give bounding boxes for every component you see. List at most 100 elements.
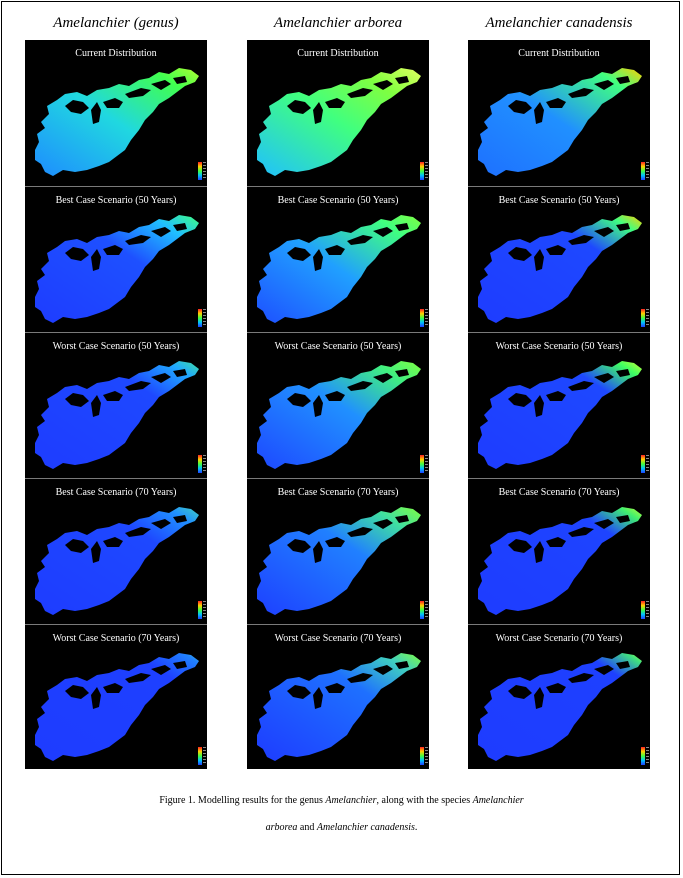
- legend-ticks: [425, 601, 428, 619]
- lake-shape: [546, 391, 566, 401]
- lake-shape: [313, 541, 323, 563]
- legend-ticks: [425, 455, 428, 473]
- land-area: [35, 361, 199, 469]
- lake-shape: [287, 100, 311, 114]
- lake-shape: [125, 88, 151, 98]
- caption-species2: Amelanchier canadensis: [316, 822, 415, 833]
- lake-shape: [325, 98, 345, 108]
- caption-genus: Amelanchier: [325, 795, 377, 806]
- lake-shape: [546, 537, 566, 547]
- lake-shape: [373, 227, 393, 237]
- lake-shape: [508, 393, 532, 407]
- lake-shape: [91, 395, 101, 417]
- lake-shape: [395, 515, 409, 523]
- lake-shape: [103, 245, 123, 255]
- lake-shape: [395, 369, 409, 377]
- lake-shape: [287, 685, 311, 699]
- lake-shape: [103, 683, 123, 693]
- map-panel: Worst Case Scenario (50 Years): [25, 332, 207, 477]
- lake-shape: [616, 515, 630, 523]
- lake-shape: [347, 88, 373, 98]
- color-scale-legend: [420, 162, 424, 180]
- lake-shape: [508, 685, 532, 699]
- color-scale-legend: [198, 162, 202, 180]
- distribution-map: [35, 68, 199, 176]
- panel-title: Current Distribution: [518, 48, 600, 59]
- map-panel: Worst Case Scenario (70 Years): [468, 624, 650, 769]
- lake-shape: [91, 102, 101, 124]
- lake-shape: [534, 541, 544, 563]
- caption-end: .: [414, 822, 418, 833]
- lake-shape: [568, 673, 594, 683]
- lake-shape: [546, 245, 566, 255]
- column-title-arborea: Amelanchier arborea: [273, 15, 403, 31]
- color-scale-legend: [641, 747, 645, 765]
- lake-shape: [151, 665, 171, 675]
- lake-shape: [347, 235, 373, 245]
- lake-shape: [125, 235, 151, 245]
- lake-shape: [508, 100, 532, 114]
- lake-shape: [534, 395, 544, 417]
- distribution-map: [35, 653, 199, 761]
- lake-shape: [534, 687, 544, 709]
- lake-shape: [373, 373, 393, 383]
- distribution-map: [257, 507, 421, 615]
- map-panel: Best Case Scenario (70 Years): [247, 478, 429, 623]
- panel-title: Worst Case Scenario (50 Years): [52, 341, 180, 352]
- map-panel: Worst Case Scenario (50 Years): [247, 332, 429, 477]
- lake-shape: [568, 88, 594, 98]
- lake-shape: [125, 527, 151, 537]
- distribution-map: [478, 507, 642, 615]
- figure-caption-line-2: arborea and Amelanchier canadensis.: [0, 822, 683, 833]
- lake-shape: [125, 381, 151, 391]
- panel-title: Best Case Scenario (70 Years): [55, 487, 177, 498]
- distribution-map: [478, 215, 642, 323]
- lake-shape: [103, 391, 123, 401]
- lake-shape: [65, 393, 89, 407]
- lake-shape: [151, 227, 171, 237]
- map-panel: Worst Case Scenario (50 Years): [468, 332, 650, 477]
- lake-shape: [347, 527, 373, 537]
- lake-shape: [287, 393, 311, 407]
- panel-title: Worst Case Scenario (50 Years): [495, 341, 623, 352]
- lake-shape: [347, 673, 373, 683]
- legend-ticks: [425, 747, 428, 765]
- distribution-map: [257, 215, 421, 323]
- land-area: [257, 215, 421, 323]
- legend-ticks: [646, 162, 649, 180]
- distribution-map: [257, 68, 421, 176]
- panel-title: Best Case Scenario (70 Years): [498, 487, 620, 498]
- land-area: [257, 68, 421, 176]
- distribution-map: [257, 653, 421, 761]
- lake-shape: [373, 519, 393, 529]
- lake-shape: [594, 373, 614, 383]
- panel-title: Current Distribution: [75, 48, 157, 59]
- lake-shape: [616, 369, 630, 377]
- lake-shape: [568, 527, 594, 537]
- map-panel: Worst Case Scenario (70 Years): [247, 624, 429, 769]
- lake-shape: [616, 661, 630, 669]
- color-scale-legend: [420, 309, 424, 327]
- lake-shape: [91, 249, 101, 271]
- lake-shape: [534, 249, 544, 271]
- lake-shape: [151, 80, 171, 90]
- lake-shape: [287, 539, 311, 553]
- caption-and: and: [297, 822, 317, 833]
- land-area: [257, 507, 421, 615]
- lake-shape: [568, 381, 594, 391]
- lake-shape: [508, 247, 532, 261]
- lake-shape: [91, 541, 101, 563]
- color-scale-legend: [641, 162, 645, 180]
- lake-shape: [395, 661, 409, 669]
- map-panel: Current Distribution: [468, 40, 650, 185]
- legend-ticks: [646, 455, 649, 473]
- legend-ticks: [425, 162, 428, 180]
- lake-shape: [373, 665, 393, 675]
- legend-ticks: [646, 601, 649, 619]
- panel-title: Worst Case Scenario (50 Years): [274, 341, 402, 352]
- caption-species-part2: arborea: [265, 822, 298, 833]
- land-area: [257, 653, 421, 761]
- column-title-canadensis: Amelanchier canadensis: [485, 15, 633, 31]
- lake-shape: [151, 373, 171, 383]
